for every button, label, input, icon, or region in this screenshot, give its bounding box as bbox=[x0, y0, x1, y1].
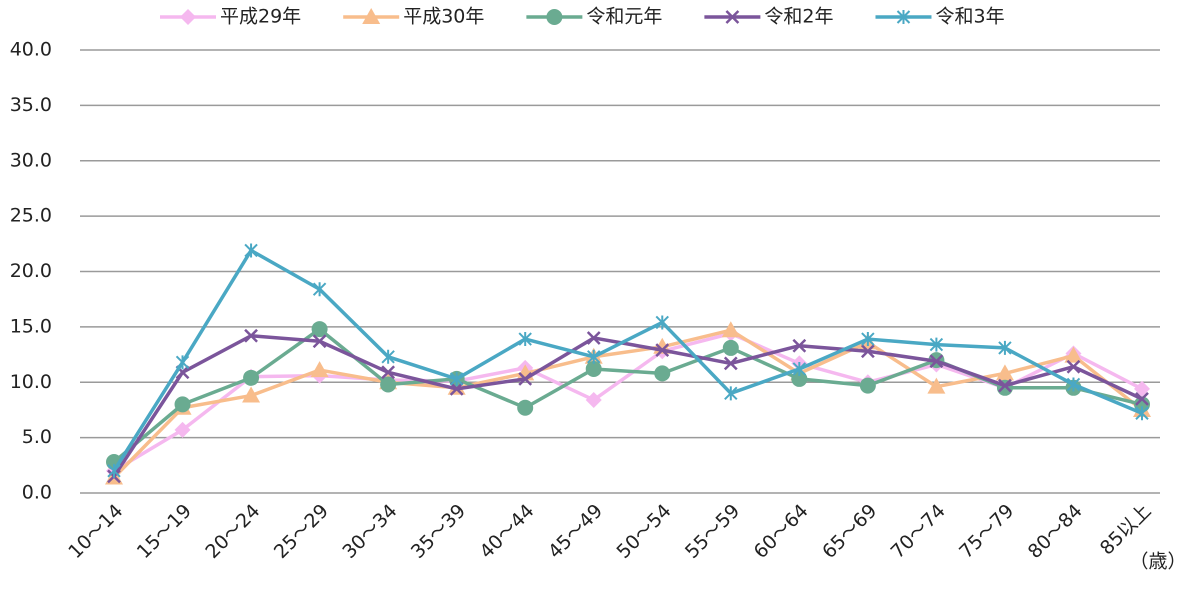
marker bbox=[791, 370, 808, 387]
x-tick-label: 30～34 bbox=[338, 500, 401, 563]
marker bbox=[1066, 377, 1081, 392]
marker bbox=[792, 338, 807, 353]
marker bbox=[721, 321, 740, 338]
marker bbox=[929, 337, 944, 352]
marker bbox=[174, 396, 191, 413]
marker bbox=[381, 365, 396, 380]
marker bbox=[587, 349, 601, 364]
legend-marker bbox=[725, 10, 740, 24]
marker bbox=[1066, 359, 1081, 374]
x-tick-label: 45～49 bbox=[544, 500, 607, 563]
marker bbox=[174, 421, 191, 438]
marker bbox=[654, 365, 671, 382]
marker bbox=[1135, 391, 1149, 406]
y-tick-label: 25.0 bbox=[10, 205, 52, 227]
x-tick-label: 20～24 bbox=[201, 500, 264, 563]
y-tick-label: 30.0 bbox=[10, 149, 52, 171]
legend-label: 令和2年 bbox=[764, 6, 833, 28]
marker bbox=[449, 371, 464, 386]
x-tick-label: 60～64 bbox=[750, 500, 813, 563]
series-line bbox=[113, 331, 1143, 473]
marker bbox=[998, 340, 1012, 355]
legend-label: 令和元年 bbox=[586, 6, 662, 28]
marker bbox=[380, 376, 397, 393]
x-tick-label: 50～54 bbox=[613, 500, 676, 563]
marker bbox=[518, 372, 533, 386]
series-line bbox=[112, 333, 1143, 478]
legend-marker bbox=[362, 8, 381, 24]
marker bbox=[518, 332, 532, 347]
marker bbox=[175, 355, 190, 370]
marker bbox=[655, 343, 670, 358]
marker bbox=[1134, 380, 1150, 397]
marker bbox=[107, 463, 121, 478]
marker bbox=[724, 386, 738, 401]
marker bbox=[859, 377, 876, 394]
x-tick-label: 25～29 bbox=[270, 500, 333, 563]
marker bbox=[242, 386, 261, 403]
marker bbox=[722, 339, 739, 356]
x-unit-label: （歳） bbox=[1129, 551, 1186, 573]
marker bbox=[927, 377, 946, 394]
y-tick-label: 40.0 bbox=[10, 39, 52, 61]
y-tick-label: 5.0 bbox=[22, 426, 52, 448]
y-tick-label: 35.0 bbox=[10, 94, 52, 116]
marker bbox=[860, 344, 875, 359]
marker bbox=[586, 331, 601, 345]
x-tick-label: 55～59 bbox=[681, 500, 744, 563]
marker bbox=[861, 332, 875, 347]
legend-marker bbox=[546, 9, 563, 25]
marker bbox=[655, 315, 669, 330]
marker bbox=[449, 382, 464, 396]
marker bbox=[1064, 346, 1083, 363]
marker bbox=[312, 334, 327, 349]
marker bbox=[244, 243, 258, 258]
legend-label: 令和3年 bbox=[935, 6, 1004, 28]
x-tick-label: 65～69 bbox=[818, 500, 881, 563]
series-line bbox=[112, 248, 1143, 472]
y-tick-label: 20.0 bbox=[10, 260, 52, 282]
marker bbox=[312, 282, 327, 297]
legend-label: 平成30年 bbox=[403, 6, 484, 28]
marker bbox=[1135, 406, 1149, 421]
legend-label: 平成29年 bbox=[220, 6, 301, 28]
series bbox=[107, 328, 1149, 484]
marker bbox=[243, 369, 260, 386]
legend-marker bbox=[180, 9, 196, 25]
x-tick-label: 35～39 bbox=[407, 500, 470, 563]
marker bbox=[792, 361, 807, 376]
series-line bbox=[112, 327, 1143, 464]
marker bbox=[381, 349, 395, 364]
y-tick-label: 10.0 bbox=[10, 371, 52, 393]
x-tick-label: 15～19 bbox=[133, 500, 196, 563]
y-tick-label: 15.0 bbox=[10, 315, 52, 337]
series bbox=[107, 243, 1149, 478]
marker bbox=[310, 361, 329, 378]
series-line bbox=[112, 328, 1144, 479]
y-tick-label: 0.0 bbox=[22, 482, 52, 504]
legend-marker bbox=[896, 10, 911, 24]
marker bbox=[995, 364, 1014, 381]
x-tick-label: 75～79 bbox=[955, 500, 1018, 563]
marker bbox=[585, 360, 602, 377]
x-tick-label: 70～74 bbox=[887, 500, 950, 563]
marker bbox=[585, 391, 602, 408]
x-tick-label: 10～14 bbox=[64, 500, 127, 563]
marker bbox=[311, 321, 328, 338]
marker bbox=[929, 354, 944, 369]
marker bbox=[998, 378, 1012, 393]
marker bbox=[723, 356, 738, 371]
x-tick-label: 40～44 bbox=[475, 500, 538, 563]
marker bbox=[517, 399, 534, 416]
marker bbox=[244, 328, 258, 343]
x-tick-label: 80～84 bbox=[1024, 500, 1087, 563]
